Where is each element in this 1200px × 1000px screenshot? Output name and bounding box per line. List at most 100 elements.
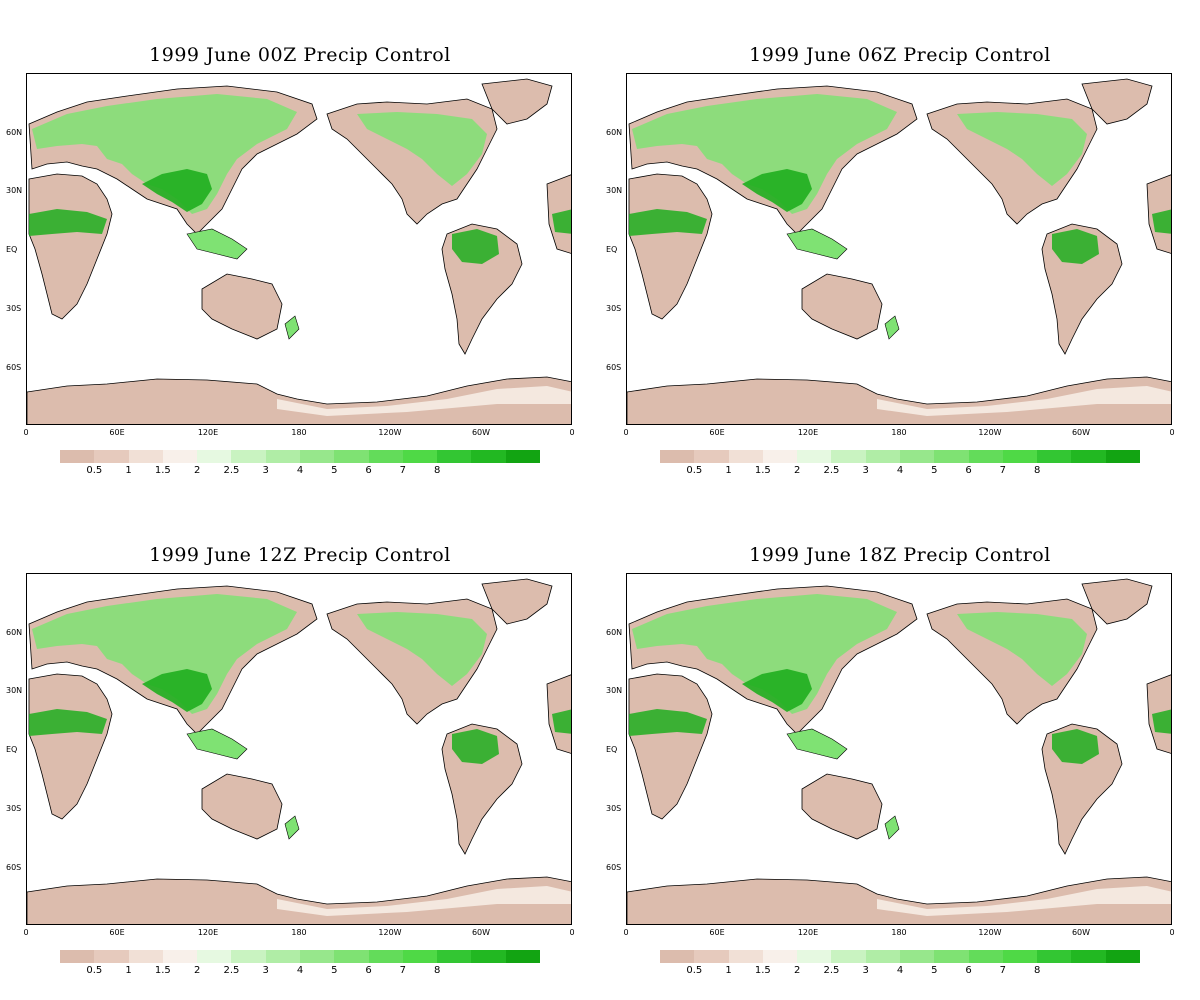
antarctica-pale xyxy=(277,386,571,416)
colorbar-label: 4 xyxy=(896,465,904,476)
colorbar-swatch xyxy=(762,950,798,963)
africa-itcz xyxy=(29,209,107,236)
longitude-label: 180 xyxy=(291,428,307,437)
longitude-label: 180 xyxy=(891,428,907,437)
precip-map-graphic xyxy=(27,578,571,924)
eurasia-precip-band xyxy=(632,94,897,214)
latitude-label: 30S xyxy=(6,304,22,313)
antarctica-landmass xyxy=(27,376,571,424)
colorbar-label: 3 xyxy=(862,965,869,976)
longitude-label: 0 xyxy=(1169,428,1175,437)
colorbar-swatch xyxy=(265,450,300,463)
longitude-label: 120E xyxy=(797,928,819,937)
latitude-label: 30N xyxy=(606,686,623,695)
africa-itcz xyxy=(629,209,707,236)
eurasia-precip-band xyxy=(632,594,897,714)
amazon-precip xyxy=(1052,229,1099,264)
precip-map xyxy=(626,73,1172,425)
colorbar-swatch xyxy=(899,950,935,963)
latitude-label: 60N xyxy=(6,628,23,637)
longitude-label: 0 xyxy=(569,928,575,937)
latitude-label: EQ xyxy=(606,245,618,254)
colorbar-label: 7 xyxy=(999,965,1007,976)
colorbar-swatch xyxy=(1105,950,1140,963)
colorbar xyxy=(60,450,540,463)
latitude-label: 60S xyxy=(606,863,622,872)
colorbar-swatch xyxy=(128,450,163,463)
colorbar-swatch xyxy=(865,450,900,463)
new-zealand xyxy=(884,315,900,340)
precip-map xyxy=(26,573,572,925)
greenland xyxy=(1081,78,1153,125)
colorbar-swatch xyxy=(831,950,866,963)
latitude-label: 30N xyxy=(6,186,23,195)
colorbar-label: 3 xyxy=(262,465,269,476)
colorbar-swatch xyxy=(762,450,798,463)
colorbar-label: 4 xyxy=(296,465,304,476)
colorbar-swatch xyxy=(505,950,540,963)
longitude-label: 60W xyxy=(1071,428,1091,437)
colorbar xyxy=(660,950,1140,963)
precip-map xyxy=(626,573,1172,925)
africa-east-precip xyxy=(1152,209,1171,234)
greenland xyxy=(481,78,553,125)
antarctica-pale xyxy=(877,386,1171,416)
colorbar-label: 4 xyxy=(896,965,904,976)
colorbar-label: 2.5 xyxy=(223,465,240,476)
africa-landmass xyxy=(628,173,713,320)
africa-landmass xyxy=(628,673,713,820)
greenland xyxy=(481,578,553,625)
colorbar-label: 8 xyxy=(1033,465,1041,476)
colorbar-swatch xyxy=(1037,450,1072,463)
latitude-label: 60N xyxy=(606,128,623,137)
longitude-label: 60W xyxy=(471,428,491,437)
maritime-continent xyxy=(786,728,848,760)
colorbar-swatch xyxy=(1002,450,1038,463)
africa-east-precip xyxy=(552,209,571,234)
latitude-label: EQ xyxy=(606,745,618,754)
colorbar-swatch xyxy=(265,950,300,963)
longitude-label: 0 xyxy=(623,428,629,437)
latitude-label: 30S xyxy=(606,804,622,813)
colorbar-swatch xyxy=(368,950,403,963)
asia-monsoon xyxy=(742,669,812,712)
colorbar-swatch xyxy=(694,950,729,963)
colorbar-swatch xyxy=(934,950,969,963)
colorbar-swatch xyxy=(128,950,163,963)
colorbar-label: 2.5 xyxy=(823,965,840,976)
australia-landmass xyxy=(801,273,883,340)
longitude-label: 180 xyxy=(291,928,307,937)
colorbar-swatch xyxy=(728,450,763,463)
colorbar-swatch xyxy=(797,950,832,963)
colorbar-label: 1.5 xyxy=(154,965,171,976)
colorbar-swatch xyxy=(231,950,266,963)
latitude-label: 60N xyxy=(6,128,23,137)
longitude-label: 0 xyxy=(23,928,29,937)
colorbar-swatch xyxy=(437,950,472,963)
longitude-label: 60W xyxy=(471,928,491,937)
colorbar-label: 0.5 xyxy=(686,965,703,976)
colorbar-label: 6 xyxy=(965,965,972,976)
longitude-label: 0 xyxy=(23,428,29,437)
longitude-label: 0 xyxy=(569,428,575,437)
panel-title: 1999 June 12Z Precip Control xyxy=(149,544,451,566)
colorbar-swatch xyxy=(797,450,832,463)
precip-map-graphic xyxy=(27,78,571,424)
colorbar-swatch xyxy=(94,950,129,963)
greenland xyxy=(1081,578,1153,625)
africa-itcz xyxy=(629,709,707,736)
longitude-label: 120W xyxy=(978,928,1002,937)
latitude-label: 30N xyxy=(606,186,623,195)
colorbar-swatch xyxy=(60,450,95,463)
longitude-label: 120E xyxy=(197,928,219,937)
colorbar-label: 2.5 xyxy=(823,465,840,476)
colorbar-swatch xyxy=(694,450,729,463)
colorbar-label: 3 xyxy=(262,965,269,976)
colorbar-swatch xyxy=(968,950,1003,963)
longitude-label: 120W xyxy=(378,928,402,937)
new-zealand xyxy=(884,815,900,840)
colorbar-swatch xyxy=(660,450,695,463)
north-america-precip xyxy=(357,112,487,186)
colorbar-swatch xyxy=(1002,950,1038,963)
colorbar-swatch xyxy=(505,450,540,463)
